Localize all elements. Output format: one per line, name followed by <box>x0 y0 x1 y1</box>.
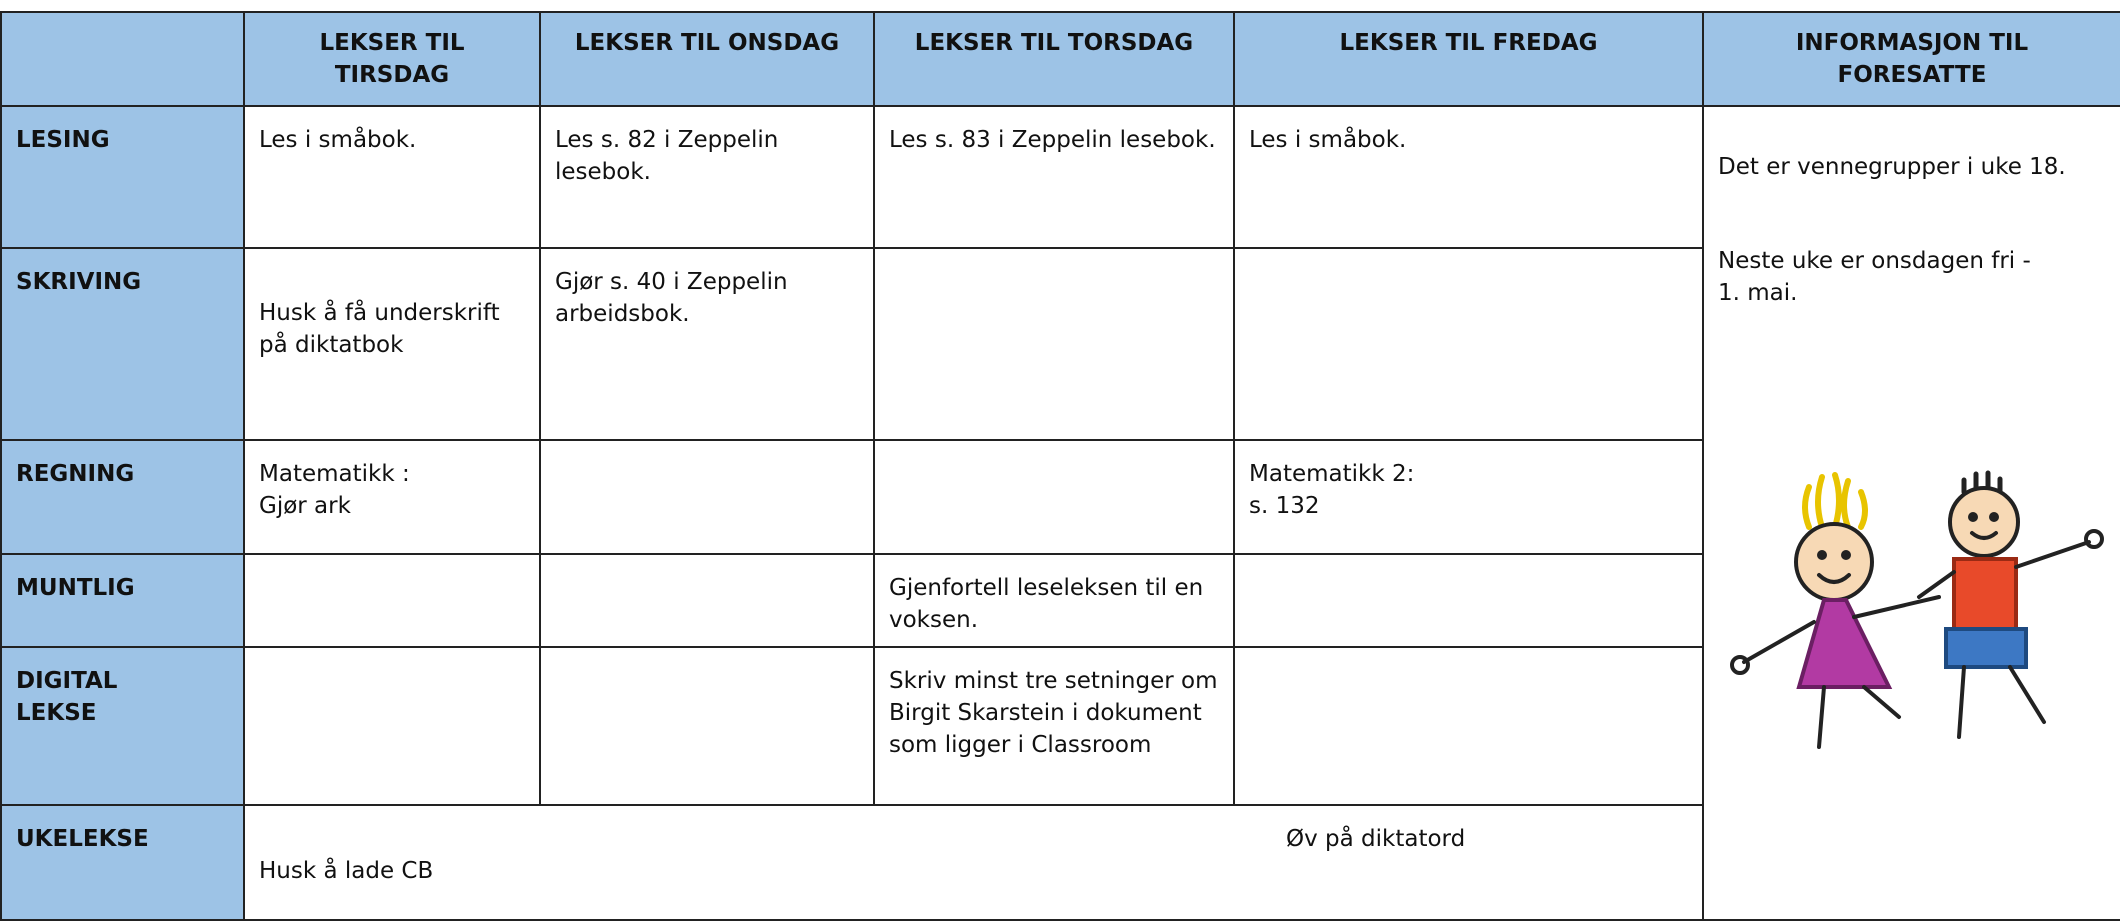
cell: Husk å lade CB Øv på diktatord <box>243 804 1704 921</box>
page: LEKSER TIL TIRSDAG LEKSER TIL ONSDAG LEK… <box>0 11 2120 921</box>
corner-cell <box>0 11 245 107</box>
cell <box>1233 247 1704 441</box>
cell: Husk å få underskrift på diktatbok <box>243 247 541 441</box>
info-text: Neste uke er onsdagen fri - 1. mai. <box>1718 248 2031 306</box>
cell: Les s. 83 i Zeppelin lesebok. <box>873 105 1235 249</box>
cell <box>873 439 1235 555</box>
cell <box>539 553 875 648</box>
row: REGNING Matematikk : Gjør ark Matematikk… <box>0 439 2120 555</box>
homework-table: LEKSER TIL TIRSDAG LEKSER TIL ONSDAG LEK… <box>0 11 2120 921</box>
row-label: REGNING <box>0 439 245 555</box>
row-label: UKELEKSE <box>0 804 245 921</box>
info-text: Det er vennegrupper i uke 18. <box>1718 154 2066 180</box>
cell <box>243 553 541 648</box>
header-cell: LEKSER TIL TORSDAG <box>873 11 1235 107</box>
cell-text: Øv på diktatord <box>1286 826 1466 852</box>
header-cell: INFORMASJON TIL FORESATTE <box>1702 11 2120 107</box>
cell: Les i småbok. <box>1233 105 1704 249</box>
cell: Matematikk 2: s. 132 <box>1233 439 1704 555</box>
cell <box>539 439 875 555</box>
cell: Gjør s. 40 i Zeppelin arbeidsbok. <box>539 247 875 441</box>
cell: Les i småbok. <box>243 105 541 249</box>
cell: Skriv minst tre setninger om Birgit Skar… <box>873 646 1235 806</box>
row-label: LESING <box>0 105 245 249</box>
cell <box>539 646 875 806</box>
cell <box>243 646 541 806</box>
header-row: LEKSER TIL TIRSDAG LEKSER TIL ONSDAG LEK… <box>0 11 2120 107</box>
row-label: MUNTLIG <box>0 553 245 648</box>
header-cell: LEKSER TIL ONSDAG <box>539 11 875 107</box>
cell <box>1233 553 1704 648</box>
cell-text: Husk å lade CB <box>259 858 434 884</box>
cell: Les s. 82 i Zeppelin lesebok. <box>539 105 875 249</box>
header-cell: LEKSER TIL FREDAG <box>1233 11 1704 107</box>
row: MUNTLIG Gjenfortell leseleksen til en vo… <box>0 553 2120 648</box>
row: SKRIVING Husk å få underskrift på diktat… <box>0 247 2120 441</box>
row: DIGITAL LEKSE Skriv minst tre setninger … <box>0 646 2120 806</box>
row: LESING Les i småbok. Les s. 82 i Zeppeli… <box>0 105 2120 921</box>
cell: Gjenfortell leseleksen til en voksen. <box>873 553 1235 648</box>
row-label: SKRIVING <box>0 247 245 441</box>
cell: Matematikk : Gjør ark <box>243 439 541 555</box>
kids-illustration <box>1730 470 2104 749</box>
info-cell: Det er vennegrupper i uke 18. Neste uke … <box>1702 105 2120 921</box>
cell <box>873 247 1235 441</box>
cell <box>1233 646 1704 806</box>
header-cell: LEKSER TIL TIRSDAG <box>243 11 541 107</box>
row-label: DIGITAL LEKSE <box>0 646 245 806</box>
